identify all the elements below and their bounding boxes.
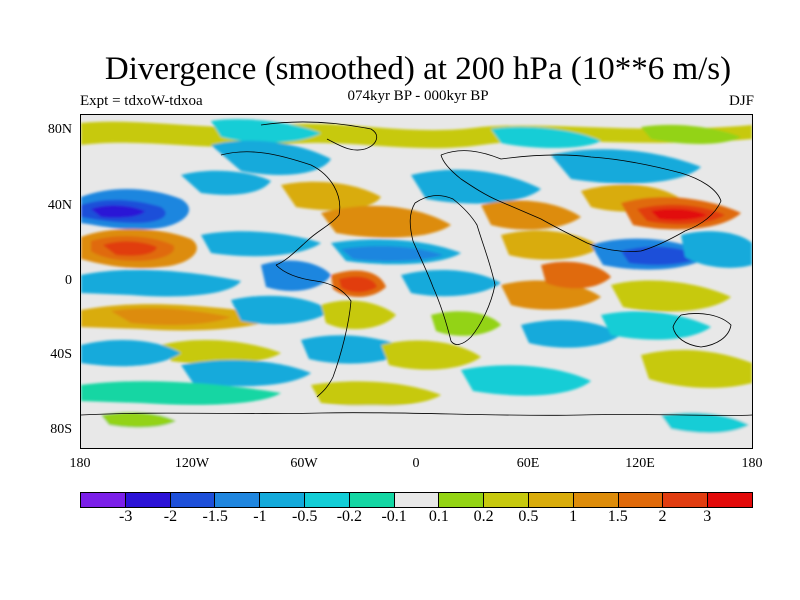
colorbar-label-7: 0.1 [428, 508, 449, 525]
colorbar-box-8 [439, 493, 485, 507]
colorbar-label-11: 1.5 [607, 508, 628, 525]
colorbar-label-1: -2 [163, 508, 178, 525]
lon-label-180e: 180 [741, 456, 763, 471]
colorbar-box-12 [618, 493, 664, 507]
lat-label-40n: 40N [47, 198, 72, 213]
lat-label-80s: 80S [50, 422, 72, 437]
colorbar-label-13: 3 [703, 508, 712, 525]
lon-label-180w: 180 [69, 456, 91, 471]
plot-title: Divergence (smoothed) at 200 hPa (10**6 … [104, 51, 732, 87]
colorbar-label-12: 2 [658, 508, 667, 525]
colorbar-box-7 [394, 493, 440, 507]
coastlines [81, 121, 752, 416]
colorbar-label-4: -0.5 [291, 508, 318, 525]
season-label: DJF [728, 93, 754, 109]
colorbar-label-10: 1 [569, 508, 578, 525]
experiment-label: Expt = tdxoW-tdxoa [80, 93, 203, 109]
colorbar-box-6 [349, 493, 395, 507]
colorbar-box-4 [260, 493, 305, 507]
colorbar-box-10 [528, 493, 574, 507]
period-label: 074kyr BP - 000kyr BP [347, 88, 489, 104]
lat-label-40s: 40S [50, 347, 72, 362]
colorbar-label-6: -0.1 [381, 508, 407, 525]
colorbar-box-0 [81, 493, 126, 507]
map-field [81, 115, 752, 448]
lon-label-120e: 120E [625, 456, 655, 471]
colorbar-label-9: 0.5 [518, 508, 539, 525]
lat-label-0: 0 [65, 273, 72, 288]
lon-label-120w: 120W [174, 456, 210, 471]
colorbar-box-14 [708, 493, 752, 507]
divergence-map [80, 114, 753, 449]
lat-label-80n: 80N [47, 122, 72, 137]
colorbar-box-1 [125, 493, 171, 507]
divergence-contours [81, 119, 752, 448]
colorbar-box-3 [215, 493, 261, 507]
colorbar-label-5: -0.2 [336, 508, 363, 525]
colorbar-box-5 [304, 493, 350, 507]
lon-label-0: 0 [412, 456, 420, 471]
colorbar-box-2 [170, 493, 216, 507]
colorbar-box-9 [484, 493, 529, 507]
colorbar-box-13 [663, 493, 709, 507]
lon-label-60w: 60W [290, 456, 318, 471]
colorbar-label-8: 0.2 [473, 508, 494, 525]
colorbar-label-0: -3 [119, 508, 133, 525]
lon-label-60e: 60E [516, 456, 540, 471]
colorbar [80, 492, 753, 508]
colorbar-label-2: -1.5 [202, 508, 228, 525]
colorbar-label-3: -1 [253, 508, 267, 525]
colorbar-box-11 [573, 493, 619, 507]
